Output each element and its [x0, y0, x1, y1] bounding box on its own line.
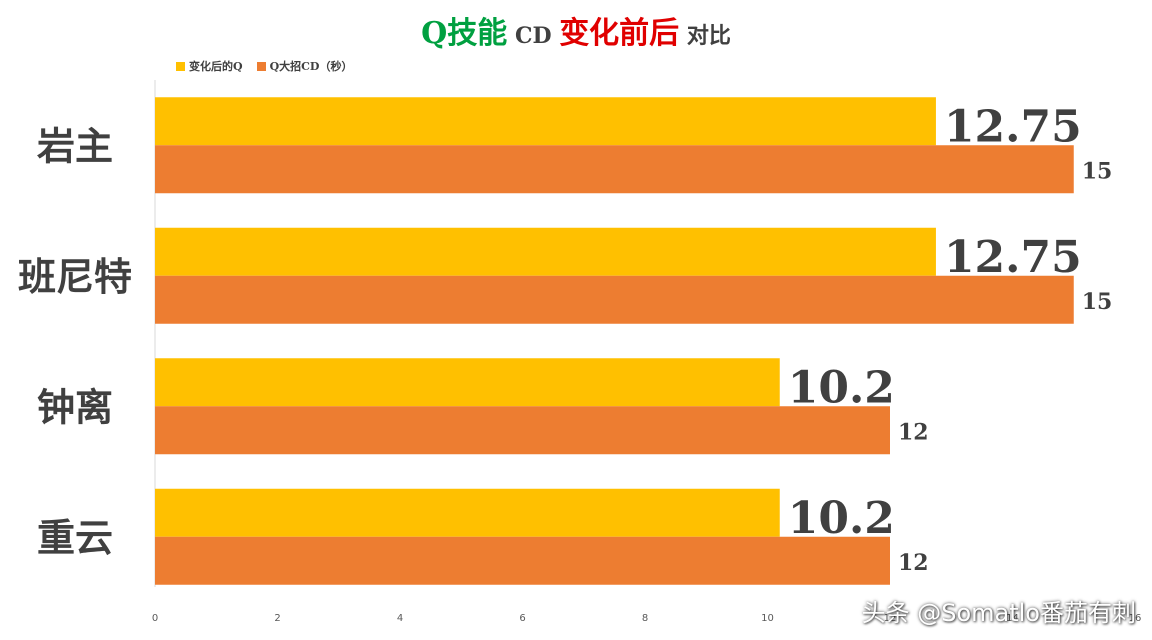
bar-after [155, 227, 936, 276]
bar-after [155, 488, 780, 537]
category-label: 班尼特 [18, 254, 132, 299]
bar-before [155, 145, 1074, 194]
chart-title: Q技能 CD 变化前后 对比 [0, 8, 1152, 52]
title-part-q-skill: Q技能 [421, 16, 508, 51]
x-tick-label: 8 [642, 613, 648, 624]
data-label-after: 10.2 [788, 493, 895, 544]
title-part-cd: CD [507, 23, 560, 49]
x-tick-label: 2 [274, 613, 280, 624]
category-label: 重云 [37, 515, 113, 560]
x-tick-label: 4 [397, 613, 403, 624]
watermark: 头条 @Somatlo番茄有刺 [861, 599, 1136, 627]
bar-after [155, 97, 936, 146]
category-label: 钟离 [37, 384, 113, 429]
data-label-after: 10.2 [788, 362, 895, 413]
x-tick-label: 14 [1006, 613, 1019, 624]
x-tick-label: 0 [152, 613, 158, 624]
legend: 变化后的Q Q大招CD（秒） [176, 58, 352, 74]
x-tick-label: 12 [884, 613, 897, 624]
data-label-before: 15 [1082, 158, 1113, 184]
x-tick-label: 6 [519, 613, 525, 624]
title-part-compare: 对比 [679, 23, 731, 49]
data-label-before: 15 [1082, 289, 1113, 315]
data-label-before: 12 [898, 419, 929, 445]
data-label-after: 12.75 [944, 101, 1082, 152]
data-label-after: 12.75 [944, 232, 1082, 283]
legend-item-before: Q大招CD（秒） [256, 58, 353, 74]
legend-swatch-after [176, 61, 185, 71]
data-label-before: 12 [898, 550, 929, 576]
bar-before [155, 406, 890, 455]
bar-before [155, 536, 890, 585]
legend-label-before: Q大招CD（秒） [269, 60, 353, 73]
legend-label-after: 变化后的Q [189, 60, 243, 73]
bar-before [155, 275, 1074, 324]
bar-after [155, 358, 780, 407]
legend-swatch-before [256, 61, 266, 71]
legend-item-after: 变化后的Q [176, 58, 243, 74]
title-part-change: 变化前后 [559, 16, 680, 51]
category-label: 岩主 [37, 123, 113, 168]
x-tick-label: 16 [1129, 613, 1142, 624]
x-tick-label: 10 [761, 613, 774, 624]
